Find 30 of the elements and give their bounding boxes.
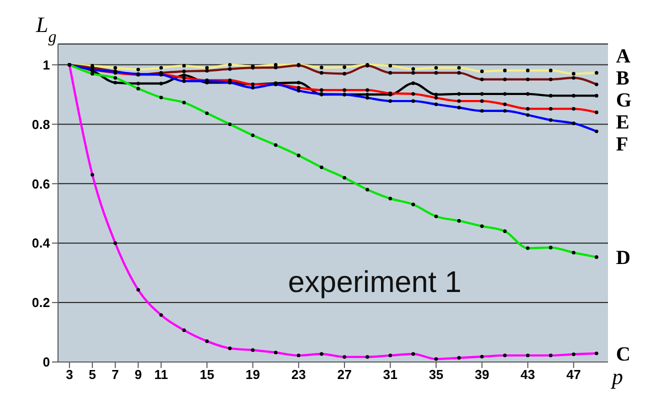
x-tick-label: 19	[246, 367, 260, 382]
x-tick-label: 15	[200, 367, 214, 382]
x-tick-label: 7	[112, 367, 119, 382]
y-tick-label: 0.6	[32, 176, 50, 192]
y-axis-title: L$_{g}$	[35, 12, 56, 46]
x-tick-label: 43	[520, 367, 536, 382]
x-tick-label: 3	[66, 367, 74, 382]
x-tick-label: 35	[428, 367, 444, 382]
x-tick-label: 31	[383, 367, 398, 382]
y-tick-label: 0.4	[32, 236, 51, 251]
annotation: experiment 1	[288, 266, 462, 300]
series-label: C	[616, 343, 630, 366]
series-label: A	[616, 45, 631, 68]
series-label: G	[616, 89, 632, 112]
series-label: F	[616, 133, 628, 156]
series-label: B	[616, 67, 630, 90]
series-label: D	[616, 247, 630, 270]
y-tick-label: 0	[42, 354, 50, 370]
x-tick-label: 11	[154, 367, 168, 382]
x-tick-label: 5	[88, 367, 96, 382]
series-label: E	[616, 111, 630, 134]
x-axis-title: p	[612, 364, 623, 390]
x-tick-label: 27	[337, 367, 352, 382]
x-tick-label: 23	[291, 367, 306, 382]
y-tick-label: 0.8	[32, 116, 50, 132]
y-tick-label: 1	[42, 57, 50, 72]
y-tick-label: 0.2	[32, 295, 50, 310]
x-tick-label: 47	[566, 367, 581, 382]
x-tick-label: 39	[474, 367, 490, 382]
x-tick-label: 9	[134, 367, 142, 382]
